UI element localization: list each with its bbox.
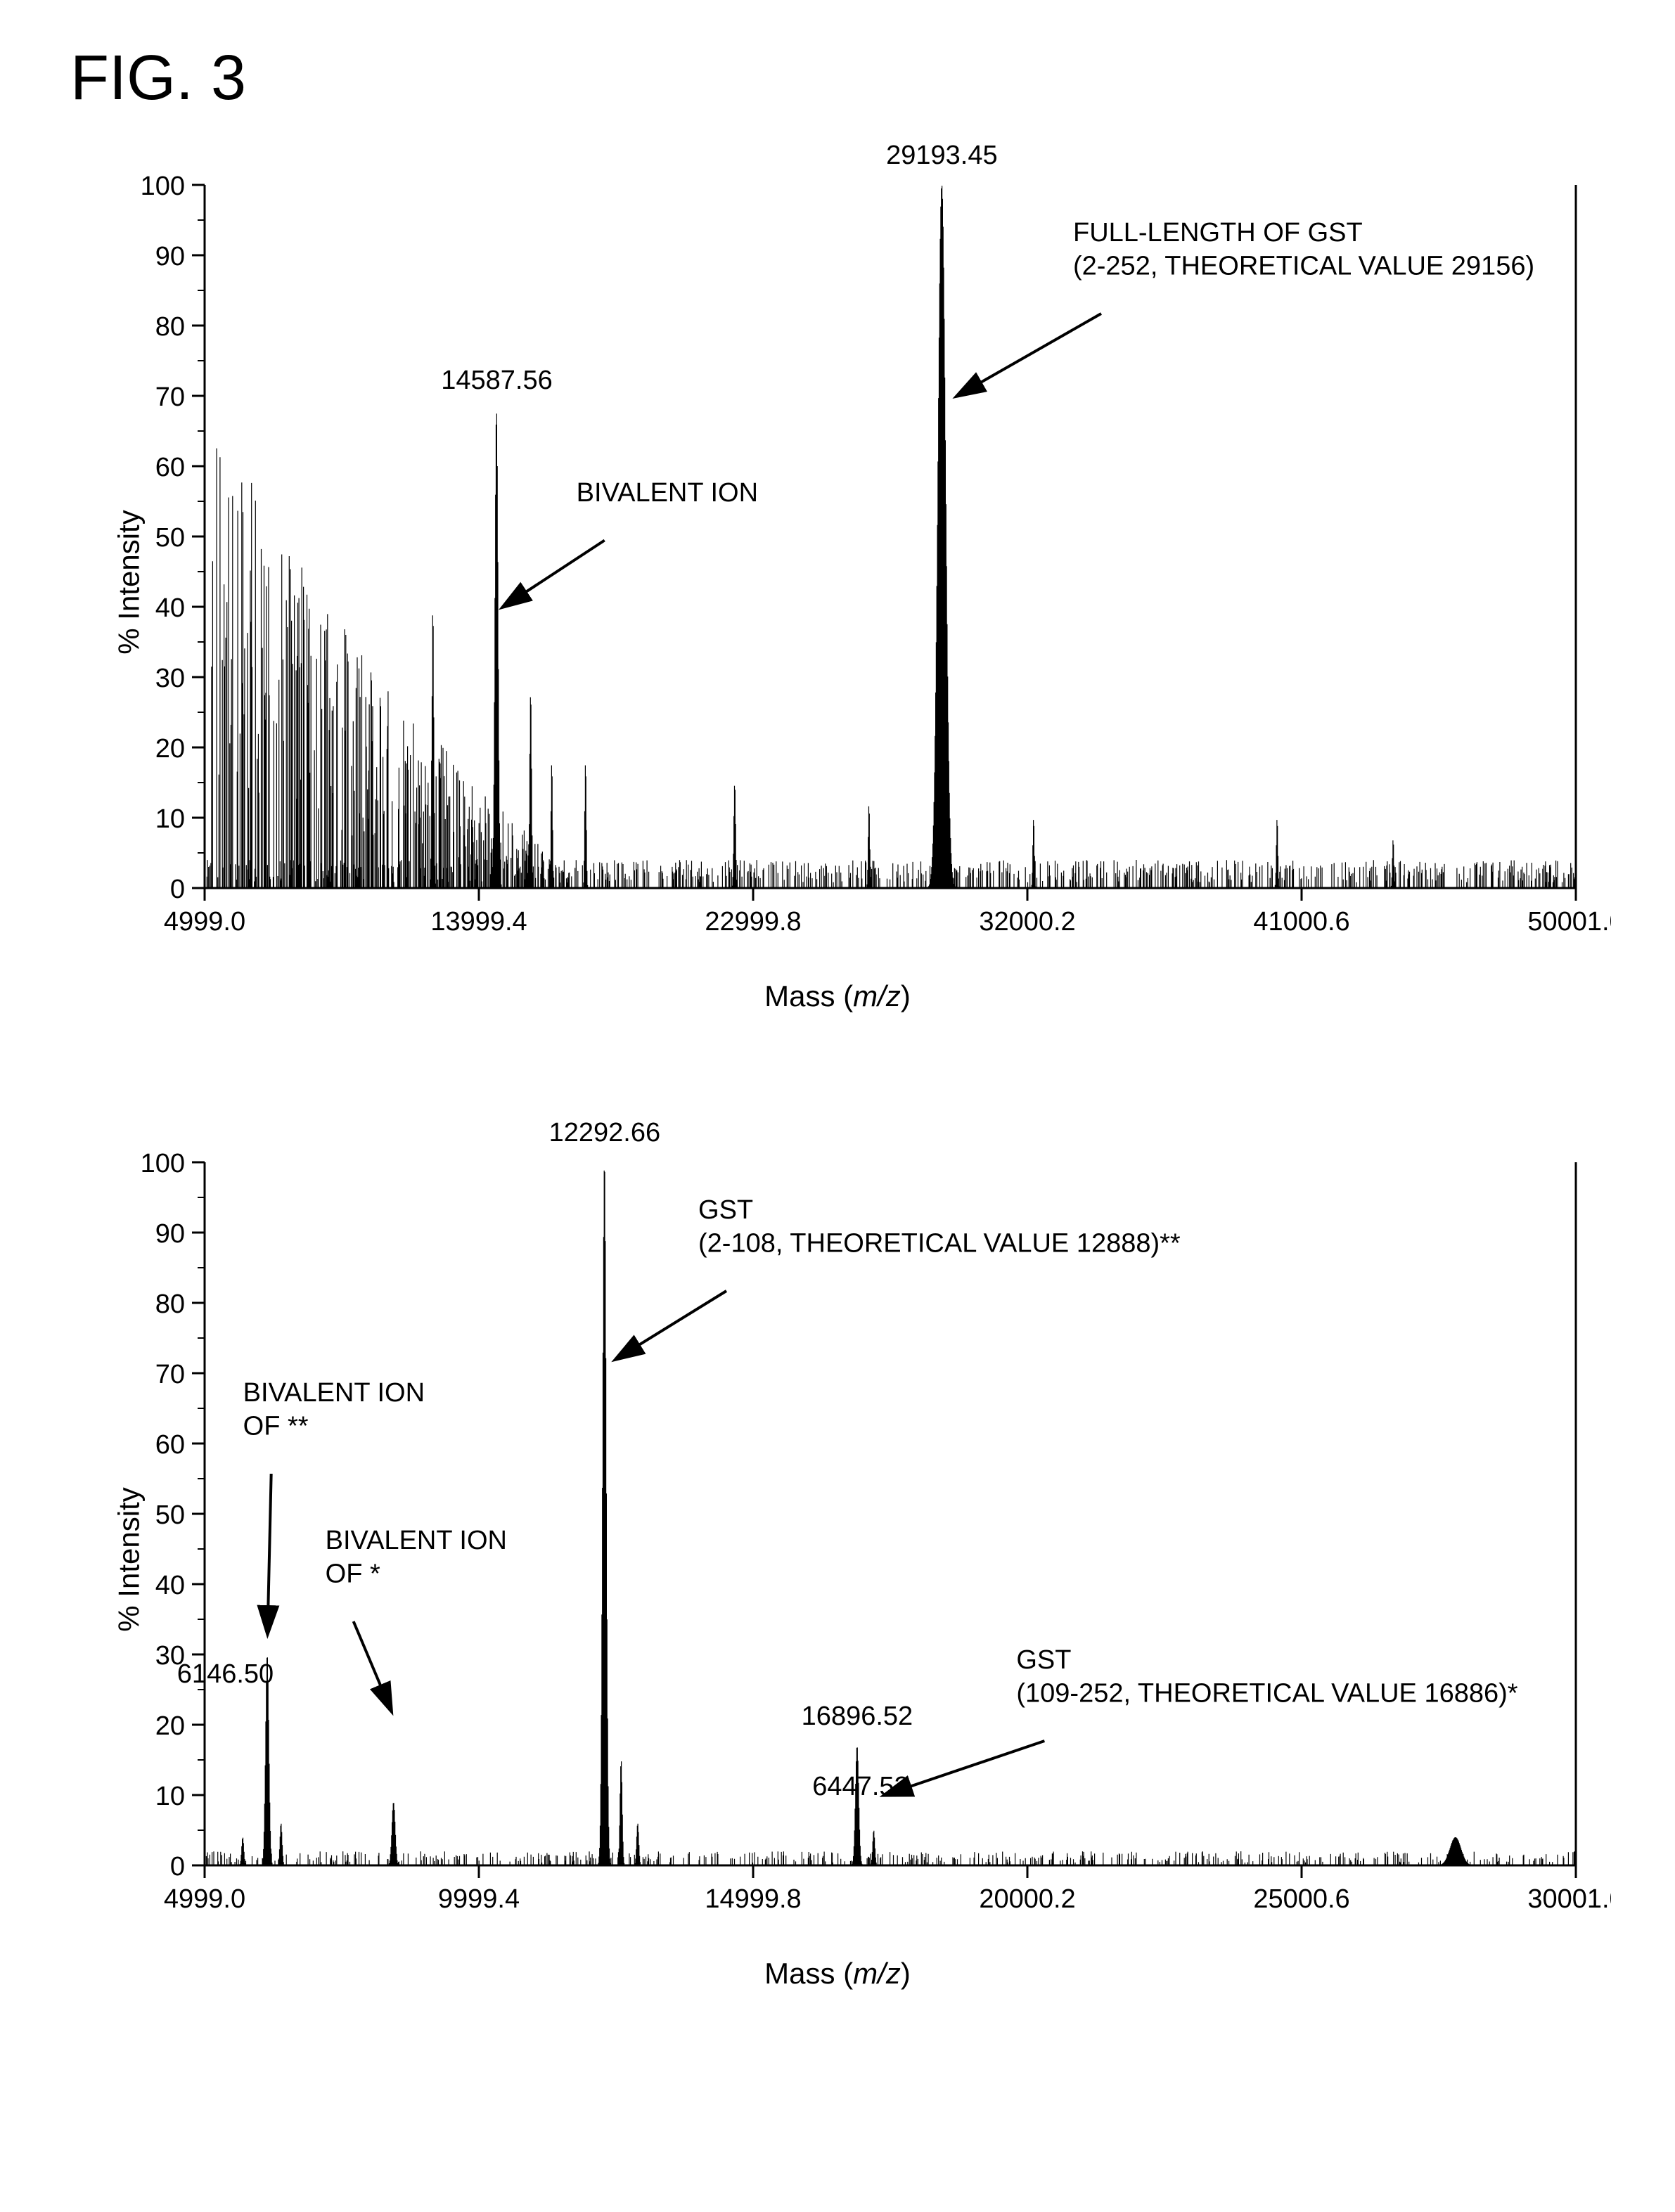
- peak-label: 14587.56: [441, 366, 553, 395]
- svg-text:GST: GST: [698, 1195, 753, 1225]
- svg-text:0: 0: [170, 875, 185, 904]
- figure-title: FIG. 3: [70, 42, 1633, 115]
- svg-text:100: 100: [141, 172, 185, 201]
- svg-text:9999.4: 9999.4: [438, 1884, 520, 1914]
- svg-text:BIVALENT ION: BIVALENT ION: [577, 478, 758, 508]
- svg-text:4999.0: 4999.0: [164, 907, 245, 937]
- annotation: BIVALENT ION OF **: [243, 1378, 425, 1441]
- peak-label: 6146.50: [177, 1659, 274, 1689]
- svg-text:50001.0: 50001.0: [1527, 907, 1611, 937]
- svg-text:41000.6: 41000.6: [1253, 907, 1349, 937]
- svg-text:100: 100: [141, 1149, 185, 1178]
- spectrum-chart-2: 01020304050607080901004999.09999.414999.…: [64, 1106, 1611, 2013]
- svg-text:BIVALENT ION: BIVALENT ION: [326, 1526, 507, 1555]
- svg-text:FULL-LENGTH OF GST: FULL-LENGTH OF GST: [1073, 218, 1363, 247]
- svg-text:70: 70: [155, 1360, 185, 1389]
- annotation: BIVALENT ION OF *: [326, 1526, 507, 1589]
- y-axis-label: % Intensity: [113, 1487, 146, 1631]
- peak-label: 29193.45: [886, 141, 998, 170]
- annotation-arrow: [885, 1741, 1044, 1795]
- annotation: GST (2-108, THEORETICAL VALUE 12888)**: [698, 1195, 1181, 1259]
- svg-text:BIVALENT ION: BIVALENT ION: [243, 1378, 425, 1408]
- svg-text:20: 20: [155, 1711, 185, 1741]
- svg-text:25000.6: 25000.6: [1253, 1884, 1349, 1914]
- svg-text:4999.0: 4999.0: [164, 1884, 245, 1914]
- svg-text:32000.2: 32000.2: [979, 907, 1075, 937]
- svg-text:80: 80: [155, 312, 185, 342]
- svg-text:90: 90: [155, 242, 185, 271]
- svg-text:(2-252, THEORETICAL VALUE 2915: (2-252, THEORETICAL VALUE 29156): [1073, 252, 1534, 281]
- svg-text:(109-252, THEORETICAL VALUE 16: (109-252, THEORETICAL VALUE 16886)*: [1016, 1679, 1517, 1709]
- spectrum-trace: [206, 1171, 1576, 1865]
- annotation: GST (109-252, THEORETICAL VALUE 16886)*: [1016, 1645, 1517, 1709]
- svg-text:13999.4: 13999.4: [430, 907, 527, 937]
- spectrum-chart-1: 0 10 20 30 40 50 60 70 80 90 100 4999.0 13999.4 22999…: [64, 129, 1611, 1036]
- spectrum-svg: 0 10 20 30 40 50 60 70 80 90 100 4999.0 13999.4 22999…: [64, 129, 1611, 972]
- annotation: BIVALENT ION: [577, 478, 758, 508]
- svg-text:80: 80: [155, 1290, 185, 1319]
- x-axis-label: Mass (m/z): [64, 1957, 1611, 1991]
- svg-text:22999.8: 22999.8: [705, 907, 801, 937]
- svg-text:(2-108, THEORETICAL VALUE 1288: (2-108, THEORETICAL VALUE 12888)**: [698, 1229, 1181, 1259]
- svg-text:60: 60: [155, 453, 185, 482]
- svg-text:90: 90: [155, 1219, 185, 1249]
- svg-text:10: 10: [155, 804, 185, 834]
- svg-text:40: 40: [155, 593, 185, 623]
- peak-label: 6447.52: [812, 1772, 909, 1801]
- svg-text:0: 0: [170, 1852, 185, 1882]
- y-axis-label: % Intensity: [113, 510, 146, 654]
- svg-text:40: 40: [155, 1571, 185, 1600]
- svg-text:50: 50: [155, 1500, 185, 1530]
- svg-text:20: 20: [155, 734, 185, 764]
- annotation-arrow: [267, 1474, 271, 1633]
- x-axis-label: Mass (m/z): [64, 979, 1611, 1013]
- svg-text:50: 50: [155, 523, 185, 553]
- annotation-arrow: [957, 314, 1101, 396]
- peak-label: 16896.52: [802, 1702, 913, 1731]
- svg-text:OF *: OF *: [326, 1560, 380, 1589]
- annotation-arrow: [503, 541, 605, 607]
- svg-text:70: 70: [155, 382, 185, 412]
- svg-text:30: 30: [155, 664, 185, 693]
- svg-text:30001.0: 30001.0: [1527, 1884, 1611, 1914]
- spectrum-svg: 01020304050607080901004999.09999.414999.…: [64, 1106, 1611, 1950]
- svg-text:OF **: OF **: [243, 1412, 309, 1441]
- annotation-arrow: [354, 1621, 392, 1711]
- svg-text:GST: GST: [1016, 1645, 1071, 1675]
- annotation-arrow: [616, 1291, 726, 1359]
- peak-label: 12292.66: [549, 1118, 661, 1147]
- svg-text:14999.8: 14999.8: [705, 1884, 801, 1914]
- svg-text:10: 10: [155, 1782, 185, 1811]
- svg-text:60: 60: [155, 1430, 185, 1460]
- spectrum-trace: [205, 186, 1574, 888]
- annotation: FULL-LENGTH OF GST (2-252, THEORETICAL VA…: [1073, 218, 1534, 281]
- svg-text:20000.2: 20000.2: [979, 1884, 1075, 1914]
